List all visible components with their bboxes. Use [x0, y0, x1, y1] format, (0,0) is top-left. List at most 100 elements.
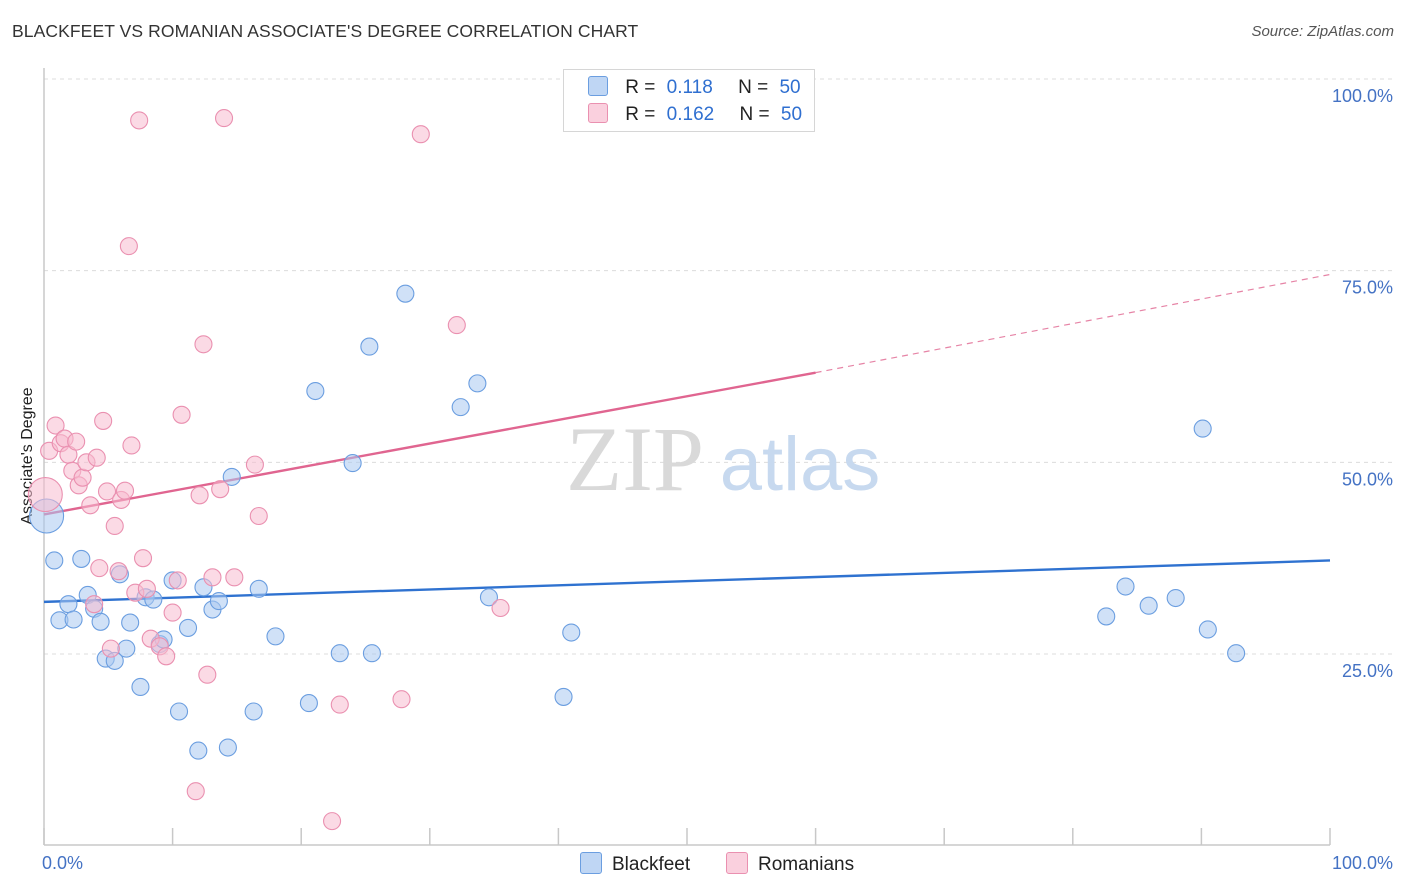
tick-labels: 25.0% 50.0% 75.0% 100.0% 0.0% 100.0%	[42, 86, 1393, 873]
romanians-point	[172, 405, 191, 424]
romanians-trend-extension	[815, 273, 1331, 374]
romanians-point	[115, 481, 135, 500]
blackfeet-point	[468, 374, 487, 393]
blackfeet-point	[121, 613, 140, 632]
romanians-point	[491, 598, 510, 618]
legend-swatch-romanians	[588, 103, 608, 123]
blackfeet-point	[1116, 577, 1135, 596]
blackfeet-point	[222, 467, 241, 486]
blackfeet-point	[59, 595, 78, 614]
romanians-point	[73, 468, 92, 487]
romanians-point	[392, 690, 411, 709]
series-label-blackfeet: Blackfeet	[612, 854, 691, 875]
blackfeet-point	[1193, 419, 1212, 438]
blackfeet-point	[1198, 620, 1217, 639]
blackfeet-point	[45, 551, 64, 570]
legend-row-romanians: R = 0.162 N = 50	[588, 103, 802, 127]
source-credit: Source: ZipAtlas.com	[1251, 23, 1394, 40]
romanians-point	[46, 416, 65, 435]
blackfeet-point	[244, 702, 263, 721]
romanians-point	[105, 516, 124, 536]
data-points	[27, 109, 1246, 831]
romanians-point	[101, 639, 120, 658]
blackfeet-point	[396, 284, 415, 303]
blackfeet-point	[562, 623, 581, 642]
legend-n-label: N =	[738, 77, 769, 98]
blackfeet-point	[72, 549, 91, 568]
chart-title: BLACKFEET VS ROMANIAN ASSOCIATE'S DEGREE…	[12, 21, 639, 41]
blackfeet-point	[178, 618, 198, 637]
romanians-point	[168, 571, 187, 590]
legend-n-value: 50	[779, 77, 801, 98]
romanians-point	[133, 549, 153, 568]
romanians-point	[214, 109, 234, 128]
romanians-point	[90, 559, 109, 578]
legend-row-blackfeet: R = 0.118 N = 50	[588, 76, 801, 100]
y-tick-label: 100.0%	[1332, 86, 1393, 106]
legend-r-value: 0.162	[666, 104, 715, 125]
blackfeet-point	[306, 381, 325, 401]
romanians-point	[81, 496, 100, 515]
y-tick-label: 75.0%	[1342, 278, 1393, 298]
romanians-point	[190, 486, 209, 505]
watermark-atlas: atlas	[720, 422, 881, 507]
romanians-point	[203, 568, 222, 587]
blackfeet-point	[117, 639, 136, 658]
watermark: ZIP atlas	[566, 408, 880, 510]
romanians-point	[225, 568, 244, 587]
blackfeet-point	[1097, 607, 1116, 626]
series-legend-blackfeet: Blackfeet	[580, 852, 690, 876]
romanians-point	[323, 812, 342, 831]
romanians-point	[94, 411, 113, 430]
blackfeet-point	[209, 592, 228, 611]
romanians-point	[137, 579, 156, 598]
romanians-point	[97, 482, 117, 501]
romanians-point	[87, 448, 106, 467]
x-tick-label: 0.0%	[42, 853, 83, 873]
romanians-point	[85, 595, 104, 614]
legend-r-value: 0.118	[666, 77, 713, 98]
blackfeet-point	[189, 741, 208, 760]
blackfeet-point	[249, 579, 268, 598]
blackfeet-point	[169, 702, 189, 721]
romanians-point	[211, 480, 230, 499]
blackfeet-point	[131, 677, 150, 697]
legend-n-label: N =	[739, 104, 770, 125]
blackfeet-point	[299, 694, 318, 713]
romanians-point	[447, 316, 466, 335]
romanians-point	[330, 695, 349, 714]
series-swatch-romanians	[726, 852, 748, 874]
legend-n-value: 50	[780, 104, 803, 125]
blackfeet-point	[1139, 596, 1158, 615]
romanians-point	[163, 603, 182, 622]
romanians-point	[157, 647, 176, 666]
blackfeet-point	[64, 610, 83, 629]
blackfeet-point	[362, 644, 381, 663]
romanians-point	[67, 432, 86, 451]
romanians-point	[130, 111, 149, 130]
romanians-trend-line	[43, 371, 816, 516]
romanians-point	[27, 476, 63, 513]
legend-r-label: R =	[625, 104, 656, 125]
blackfeet-point	[218, 738, 237, 757]
blackfeet-point	[360, 337, 379, 356]
stats-legend: R = 0.118 N = 50 R = 0.162 N = 50	[563, 69, 815, 132]
x-tick-label: 100.0%	[1332, 853, 1393, 873]
y-tick-label: 25.0%	[1342, 661, 1393, 681]
blackfeet-point	[343, 454, 362, 473]
romanians-point	[109, 562, 128, 581]
romanians-point	[245, 455, 264, 474]
series-legend: Blackfeet Romanians	[0, 852, 1406, 878]
blackfeet-point	[479, 588, 499, 607]
blackfeet-point	[330, 644, 349, 663]
series-label-romanians: Romanians	[758, 854, 855, 875]
blackfeet-point	[1166, 588, 1185, 608]
legend-swatch-blackfeet	[588, 76, 608, 96]
romanians-point	[119, 237, 138, 256]
blackfeet-point	[1227, 644, 1246, 663]
romanians-point	[198, 665, 217, 684]
series-swatch-blackfeet	[580, 852, 602, 874]
romanians-point	[186, 782, 205, 801]
romanians-point	[122, 436, 141, 455]
